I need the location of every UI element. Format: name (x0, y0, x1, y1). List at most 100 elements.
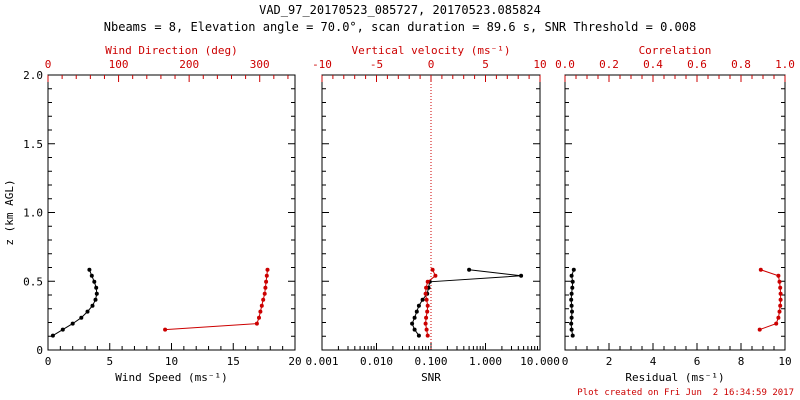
plot-frame (47, 74, 296, 351)
bottom-tick-label: 0.100 (414, 355, 447, 368)
top-tick-label: 0.0 (555, 58, 575, 71)
marker-correlation (777, 309, 782, 314)
marker-wind_speed (89, 273, 94, 278)
marker-wind_direction (264, 273, 269, 278)
marker-snr (416, 333, 421, 338)
marker-correlation (776, 273, 781, 278)
top-tick-label: 1.0 (775, 58, 795, 71)
top-tick-label: 5 (482, 58, 489, 71)
marker-vertical_velocity (430, 267, 435, 272)
top-tick-label: 0.8 (731, 58, 751, 71)
series-line-correlation (759, 269, 782, 331)
marker-wind_direction (262, 291, 267, 296)
bottom-tick-label: 1.000 (469, 355, 502, 368)
marker-vertical_velocity (425, 309, 430, 314)
bottom-axis-title: Wind Speed (ms⁻¹) (115, 371, 228, 384)
marker-vertical_velocity (433, 273, 438, 278)
marker-correlation (778, 303, 783, 308)
top-tick-label: 0 (45, 58, 52, 71)
marker-wind_speed (87, 267, 92, 272)
marker-snr (416, 303, 421, 308)
marker-residual (570, 333, 575, 338)
y-tick-label: 0.5 (23, 275, 43, 288)
marker-correlation (777, 279, 782, 284)
marker-wind_speed (92, 279, 97, 284)
series-line-wind_direction (165, 269, 268, 331)
marker-vertical_velocity (424, 315, 429, 320)
y-axis-title: z (km AGL) (3, 179, 16, 245)
top-tick-label: 0.4 (643, 58, 663, 71)
marker-correlation (778, 285, 783, 290)
y-tick-label: 2.0 (23, 69, 43, 82)
marker-wind_speed (94, 291, 99, 296)
marker-residual (570, 279, 575, 284)
marker-snr (519, 273, 524, 278)
top-tick-label: 0.2 (599, 58, 619, 71)
marker-wind_speed (93, 297, 98, 302)
marker-wind_speed (50, 333, 55, 338)
series-line-residual (570, 269, 575, 336)
marker-vertical_velocity (423, 291, 428, 296)
bottom-tick-label: 10.000 (520, 355, 560, 368)
y-tick-label: 1.5 (23, 138, 43, 151)
marker-vertical_velocity (425, 333, 430, 338)
plot-subtitle: Nbeams = 8, Elevation angle = 70.0°, sca… (103, 20, 697, 34)
marker-residual (569, 321, 574, 326)
top-tick-label: 200 (179, 58, 199, 71)
marker-wind_speed (70, 321, 75, 326)
marker-snr (410, 321, 415, 326)
top-tick-label: 0.6 (687, 58, 707, 71)
bottom-tick-label: 10 (778, 355, 791, 368)
top-tick-label: 300 (250, 58, 270, 71)
marker-residual (570, 309, 574, 314)
bottom-tick-label: 0 (562, 355, 569, 368)
bottom-tick-label: 0.010 (360, 355, 393, 368)
bottom-tick-label: 2 (606, 355, 613, 368)
marker-snr (420, 297, 425, 302)
marker-vertical_velocity (423, 321, 428, 326)
panel-residual: 0 2 4 6 8 10 Residual (ms⁻¹) 0.0 0.2 0.4 0.6 0.8 1.0… (555, 44, 795, 384)
marker-snr (412, 315, 417, 320)
plot-title: VAD_97_20170523_085727, 20170523.085824 (259, 3, 541, 17)
marker-wind_speed (60, 327, 65, 332)
series-line-wind_speed (52, 269, 98, 337)
panel-snr: 0.001 0.010 0.100 1.000 10.000 SNR -10 -5 0 5 10 Ve… (305, 44, 559, 384)
top-tick-label: -10 (312, 58, 332, 71)
marker-correlation (778, 291, 783, 296)
bottom-axis-title: Residual (ms⁻¹) (625, 371, 724, 384)
marker-vertical_velocity (425, 303, 430, 308)
top-axis-title: Vertical velocity (ms⁻¹) (352, 44, 511, 57)
bottom-tick-label: 0 (45, 355, 52, 368)
marker-residual (569, 273, 574, 278)
marker-correlation (778, 297, 783, 302)
marker-correlation (758, 267, 763, 272)
marker-wind_direction (259, 303, 264, 308)
marker-correlation (776, 315, 781, 320)
marker-residual (569, 327, 574, 332)
top-tick-label: 10 (533, 58, 546, 71)
marker-correlation (757, 327, 762, 332)
top-tick-label: 0 (428, 58, 435, 71)
marker-vertical_velocity (424, 327, 429, 332)
bottom-tick-label: 4 (650, 355, 657, 368)
bottom-tick-label: 6 (694, 355, 701, 368)
marker-wind_speed (94, 285, 99, 290)
bottom-tick-label: 5 (106, 355, 113, 368)
marker-residual (569, 297, 574, 302)
top-axis-title: Correlation (639, 44, 712, 57)
marker-wind_speed (85, 309, 90, 314)
plot-frame (321, 74, 541, 351)
marker-residual (569, 291, 574, 296)
bottom-tick-label: 15 (227, 355, 240, 368)
series-line-snr (411, 269, 522, 336)
bottom-tick-label: 0.001 (305, 355, 338, 368)
marker-wind_direction (264, 279, 269, 284)
y-tick-label: 0 (36, 344, 43, 357)
marker-residual (571, 267, 576, 272)
marker-wind_direction (163, 327, 168, 332)
plot-frame (564, 74, 786, 351)
marker-wind_direction (257, 315, 261, 320)
top-tick-label: 100 (109, 58, 129, 71)
